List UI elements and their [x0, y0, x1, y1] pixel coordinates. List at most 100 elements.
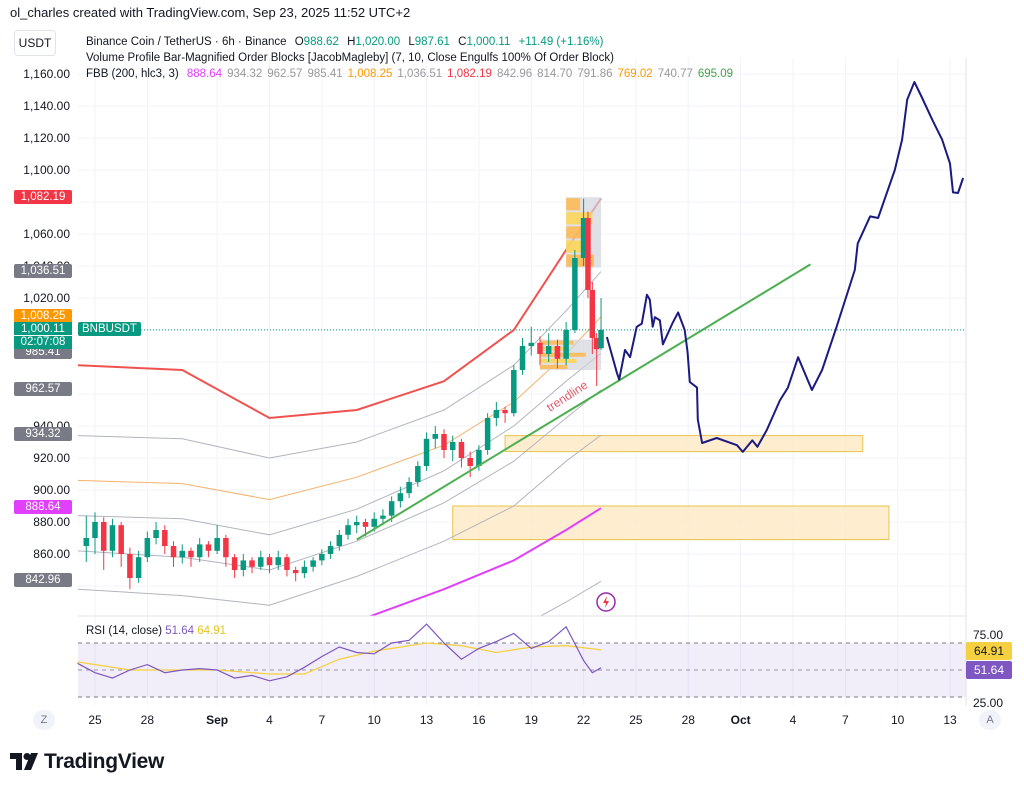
support-zone: [504, 435, 864, 453]
rsi-axis-tick-25: 25.00: [973, 696, 1004, 710]
candle-body: [92, 522, 98, 538]
candle-body: [214, 538, 220, 551]
time-axis-label: 25: [629, 713, 643, 727]
candle-body: [519, 346, 526, 370]
candle-body: [258, 557, 264, 567]
fbb-value: 888.64: [186, 68, 223, 80]
high-value: 1,020.00: [355, 36, 401, 48]
fbb-value: 1,082.19: [447, 68, 492, 80]
fbb-value: 740.77: [657, 68, 693, 80]
candle-body: [449, 442, 456, 450]
candle-body: [249, 560, 255, 567]
candle-body: [537, 342, 543, 354]
time-axis-label: 19: [524, 713, 538, 727]
candle-body: [406, 482, 412, 494]
volume-profile-bar: [566, 198, 581, 211]
rsi-legend[interactable]: RSI (14, close) 51.64 64.91: [86, 625, 226, 637]
time-axis-label: 28: [140, 713, 155, 727]
time-axis-label: 13: [419, 713, 434, 727]
candle-body: [598, 329, 604, 349]
volume-profile-bar: [539, 340, 574, 345]
candle-body: [554, 346, 561, 359]
time-axis-label: 13: [943, 713, 957, 727]
candle-body: [135, 557, 142, 578]
price-axis-tick: 900.00: [33, 483, 70, 497]
candle-body: [109, 525, 116, 551]
price-axis-tick: 1,160.00: [23, 67, 70, 81]
time-axis-label: 7: [318, 713, 326, 727]
auto-scale-button[interactable]: A: [979, 710, 1001, 730]
support-zone: [452, 505, 890, 541]
rsi-pane: [77, 623, 966, 698]
time-axis-label: 10: [367, 713, 381, 727]
candle-body: [231, 557, 238, 570]
candle-body: [371, 518, 377, 527]
high-label: H: [347, 36, 356, 48]
zoom-reset-button[interactable]: Z: [33, 710, 55, 730]
author-credit: ol_charles created with TradingView.com,…: [10, 5, 411, 20]
price-tag-6: 888.64: [14, 500, 72, 515]
candle-body: [83, 538, 90, 546]
candle-body: [100, 522, 107, 551]
time-axis-label: 22: [576, 713, 591, 727]
candle-body: [493, 410, 500, 418]
rsi-axis-tick-75: 75.00: [973, 628, 1004, 642]
fbb-name: FBB (200, hlc3, 3): [86, 68, 179, 80]
candle-body: [580, 218, 587, 258]
volume-profile-bar: [539, 364, 568, 369]
fbb-band-line: [78, 197, 602, 420]
candle-body: [397, 493, 404, 502]
candle-body: [144, 538, 151, 558]
candle-body: [380, 515, 386, 519]
fbb-value: 1,008.25: [347, 68, 393, 80]
indicator-volume-profile[interactable]: Volume Profile Bar-Magnified Order Block…: [86, 52, 614, 64]
fbb-value: 934.32: [227, 68, 263, 80]
candle-body: [301, 566, 308, 574]
candle-body: [266, 557, 273, 566]
candle-body: [196, 544, 203, 558]
time-axis-label: 4: [266, 713, 273, 727]
candle-body: [415, 466, 421, 482]
price-axis-tick: 1,060.00: [23, 227, 70, 241]
currency-button[interactable]: USDT: [14, 30, 56, 56]
alert-icon: [596, 592, 616, 612]
candle-body: [354, 522, 360, 526]
candle-body: [563, 330, 569, 359]
time-axis-label: 4: [789, 713, 797, 727]
price-axis-tick: 880.00: [33, 515, 70, 529]
price-axis-tick: 1,100.00: [23, 163, 70, 177]
symbol-price-label: BNBUSDT: [78, 321, 141, 336]
volume-profile-bar: [539, 358, 577, 363]
close-value: 1,000.11: [466, 36, 511, 48]
candle-body: [127, 554, 133, 578]
candle-body: [467, 458, 473, 466]
rsi-title: RSI (14, close): [86, 625, 163, 637]
candle-body: [118, 525, 124, 554]
logo-text: TradingView: [44, 750, 165, 773]
fbb-band-line: [78, 434, 602, 606]
bar-countdown: 02:07:08: [14, 335, 72, 349]
fbb-band-line: [78, 271, 602, 459]
candle-body: [432, 434, 439, 439]
candle-body: [362, 522, 369, 527]
candle-body: [205, 544, 212, 551]
candle-body: [170, 546, 177, 558]
candle-body: [240, 560, 247, 570]
candle-body: [476, 450, 482, 466]
rsi-ma-value: 64.91: [197, 625, 227, 637]
candle-body: [336, 534, 343, 546]
price-axis-tick: 1,020.00: [23, 291, 70, 305]
candle-body: [511, 370, 517, 414]
time-axis-label: 10: [891, 713, 905, 727]
rsi-line: [77, 623, 602, 682]
indicator-fbb-legend[interactable]: FBB (200, hlc3, 3) 888.64 934.32 962.57 985…: [86, 68, 738, 80]
open-value: 988.62: [303, 36, 339, 48]
candle-body: [319, 554, 325, 561]
trendline: [356, 263, 811, 541]
low-label: L: [408, 36, 415, 48]
candle-body: [223, 538, 229, 558]
fbb-value: 695.09: [697, 68, 734, 80]
price-tag-1: 1,036.51: [14, 263, 72, 278]
